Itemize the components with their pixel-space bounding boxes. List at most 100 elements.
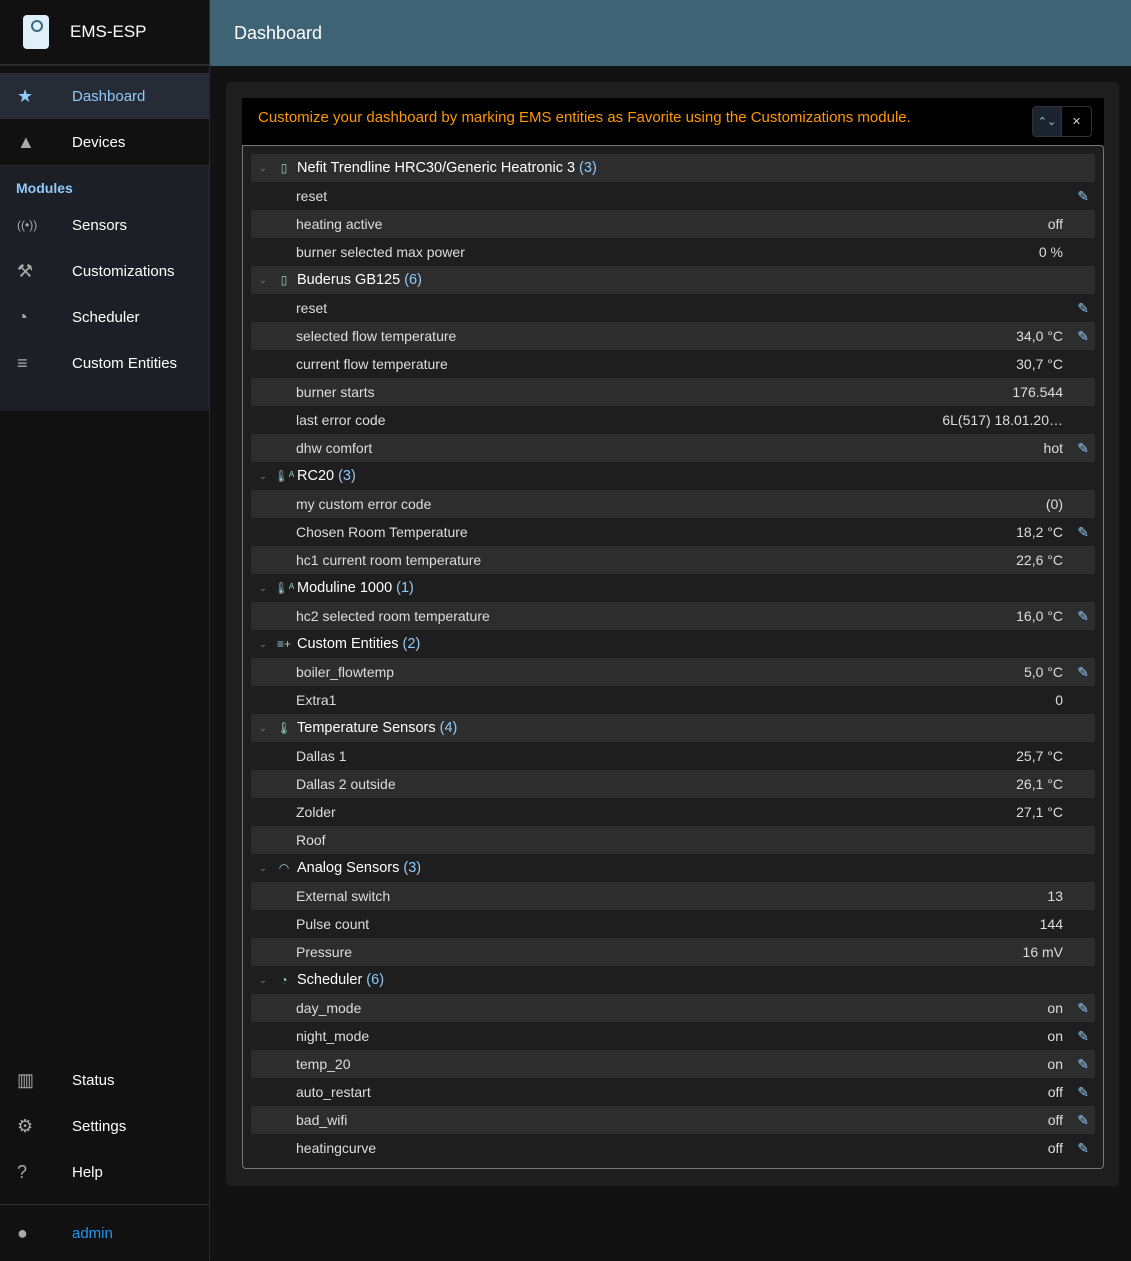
modules-section: Modules ((•)) Sensors ⚒ Customizations ◔ Sc… <box>0 165 209 411</box>
sidebar-item-custom-entities[interactable]: ≡ Custom Entities <box>0 340 209 386</box>
entity-value: 25,7 °C <box>1016 748 1063 764</box>
group-count: (3) <box>579 160 597 176</box>
entity-name: Dallas 2 outside <box>296 776 396 792</box>
group-header-row[interactable]: ⌄ 🌡 Temperature Sensors (4) <box>251 714 1095 742</box>
entity-name: night_mode <box>296 1028 370 1044</box>
sidebar-item-user[interactable]: ● admin <box>0 1205 209 1261</box>
entity-value: 18,2 °C <box>1016 524 1063 540</box>
chevron-down-icon[interactable]: ⌄ <box>258 722 268 734</box>
edit-icon[interactable]: ✎ <box>1077 1027 1089 1044</box>
edit-icon[interactable]: ✎ <box>1077 663 1089 680</box>
group-name: Scheduler <box>297 972 363 988</box>
edit-icon[interactable]: ✎ <box>1077 523 1089 540</box>
edit-icon[interactable]: ✎ <box>1077 607 1089 624</box>
entity-row: current flow temperature 30,7 °C <box>251 350 1095 378</box>
chevron-down-icon[interactable]: ⌄ <box>258 162 268 174</box>
chevron-down-icon[interactable]: ⌄ <box>258 862 268 874</box>
entity-value: off <box>1047 1140 1063 1156</box>
entity-name: Extra1 <box>296 692 337 708</box>
sidebar-item-label: Customizations <box>72 262 175 280</box>
edit-icon[interactable]: ✎ <box>1077 1083 1089 1100</box>
live-help-icon: ? <box>17 1161 28 1182</box>
sidebar: EMS-ESP ★ Dashboard ▲ Devices Modules ((•)… <box>0 0 210 1260</box>
entity-name: heating active <box>296 216 383 232</box>
entity-row: boiler_flowtemp 5,0 °C ✎ <box>251 658 1095 686</box>
entity-value: 144 <box>1039 916 1063 932</box>
sidebar-item-dashboard[interactable]: ★ Dashboard <box>0 73 209 119</box>
sidebar-item-label: Scheduler <box>72 308 140 326</box>
entity-value: 26,1 °C <box>1016 776 1063 792</box>
entity-name: selected flow temperature <box>296 328 457 344</box>
entity-value: on <box>1047 1000 1063 1016</box>
group-header-row[interactable]: ⌄ 🌡ᴬ Moduline 1000 (1) <box>251 574 1095 602</box>
sidebar-item-devices[interactable]: ▲ Devices <box>0 119 209 165</box>
entity-row: hc1 current room temperature 22,6 °C <box>251 546 1095 574</box>
entity-name: current flow temperature <box>296 356 448 372</box>
group-name: Analog Sensors <box>297 860 400 876</box>
sidebar-item-sensors[interactable]: ((•)) Sensors <box>0 202 209 248</box>
entity-value: on <box>1047 1056 1063 1072</box>
expand-all-button[interactable]: ⌃⌄ <box>1033 107 1062 136</box>
expand-toggle-group: ⌃⌄ ✕ <box>1032 106 1092 137</box>
chevron-down-icon[interactable]: ⌄ <box>258 638 268 650</box>
category-icon: ▲ <box>17 131 35 152</box>
entity-row: Extra1 0 <box>251 686 1095 714</box>
entity-name: Pulse count <box>296 916 370 932</box>
sensors-icon: ((•)) <box>17 218 38 232</box>
edit-icon[interactable]: ✎ <box>1077 439 1089 456</box>
info-banner: Customize your dashboard by marking EMS … <box>242 98 1104 145</box>
entity-row: heatingcurve off ✎ <box>251 1134 1095 1162</box>
edit-icon[interactable]: ✎ <box>1077 999 1089 1016</box>
group-header-row[interactable]: ⌄ 🌡ᴬ RC20 (3) <box>251 462 1095 490</box>
edit-icon[interactable]: ✎ <box>1077 1139 1089 1156</box>
entity-name: reset <box>296 300 328 316</box>
collapse-all-button[interactable]: ✕ <box>1071 116 1082 128</box>
playlist-add-icon: ≡+ <box>276 637 291 651</box>
boiler-icon: ▯ <box>280 161 288 175</box>
entity-row: last error code 6L(517) 18.01.20… <box>251 406 1095 434</box>
entity-row: dhw comfort hot ✎ <box>251 434 1095 462</box>
settings-icon: ⚙ <box>17 1115 34 1136</box>
entity-row: my custom error code (0) <box>251 490 1095 518</box>
chevron-down-icon[interactable]: ⌄ <box>258 470 268 482</box>
edit-icon[interactable]: ✎ <box>1077 187 1089 204</box>
sidebar-item-label: Custom Entities <box>72 354 178 372</box>
chevron-down-icon[interactable]: ⌄ <box>258 582 268 594</box>
group-count: (4) <box>439 720 458 736</box>
entity-row: Pressure 16 mV <box>251 938 1095 966</box>
entity-row: bad_wifi off ✎ <box>251 1106 1095 1134</box>
entity-name: heatingcurve <box>296 1140 377 1156</box>
sidebar-item-scheduler[interactable]: ◔ Scheduler <box>0 294 209 340</box>
entity-value: off <box>1047 216 1063 232</box>
group-header-row[interactable]: ⌄ ◔ Scheduler (6) <box>251 966 1095 994</box>
entity-row: night_mode on ✎ <box>251 1022 1095 1050</box>
group-header-row[interactable]: ⌄ ▯ Nefit Trendline HRC30/Generic Heatroni… <box>251 154 1095 182</box>
entity-row: selected flow temperature 34,0 °C ✎ <box>251 322 1095 350</box>
entity-name: Dallas 1 <box>296 748 347 764</box>
thermometer-icon: 🌡 <box>276 721 292 735</box>
edit-icon[interactable]: ✎ <box>1077 327 1089 344</box>
sidebar-item-help[interactable]: ? Help <box>0 1149 209 1195</box>
edit-icon[interactable]: ✎ <box>1077 1111 1089 1128</box>
sidebar-item-label: Devices <box>72 133 126 151</box>
entity-value: 5,0 °C <box>1023 664 1063 680</box>
group-header-row[interactable]: ⌄ ▯ Buderus GB125 (6) <box>251 266 1095 294</box>
group-name: Nefit Trendline HRC30/Generic Heatronic … <box>297 160 576 176</box>
chevron-down-icon[interactable]: ⌄ <box>258 974 268 986</box>
edit-icon[interactable]: ✎ <box>1077 299 1089 316</box>
edit-icon[interactable]: ✎ <box>1077 1055 1089 1072</box>
sidebar-item-label: Status <box>72 1071 115 1089</box>
group-header-row[interactable]: ⌄ ≡+ Custom Entities (2) <box>251 630 1095 658</box>
entity-name: hc2 selected room temperature <box>296 608 490 624</box>
banner-message: Customize your dashboard by marking EMS … <box>258 109 911 126</box>
dashboard-card: Customize your dashboard by marking EMS … <box>226 82 1119 1186</box>
sidebar-item-status[interactable]: ▥ Status <box>0 1057 209 1103</box>
chevron-down-icon[interactable]: ⌄ <box>258 274 268 286</box>
sidebar-item-customizations[interactable]: ⚒ Customizations <box>0 248 209 294</box>
entity-value: hot <box>1043 440 1063 456</box>
group-header-row[interactable]: ⌄ ◠ Analog Sensors (3) <box>251 854 1095 882</box>
sidebar-item-settings[interactable]: ⚙ Settings <box>0 1103 209 1149</box>
entity-row: Chosen Room Temperature 18,2 °C ✎ <box>251 518 1095 546</box>
boiler-logo-icon <box>23 15 49 49</box>
app-logo[interactable]: EMS-ESP <box>0 0 209 66</box>
